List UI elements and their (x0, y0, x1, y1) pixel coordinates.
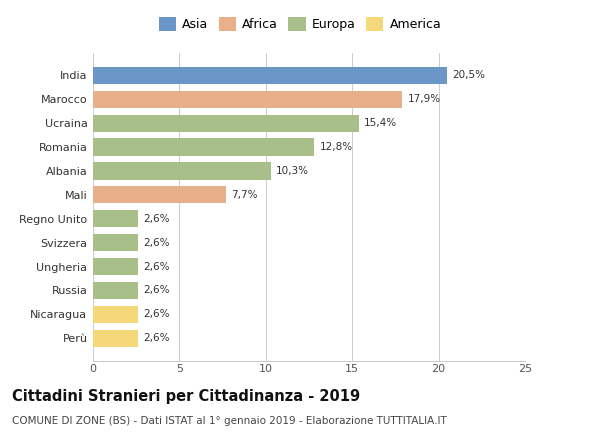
Text: 2,6%: 2,6% (143, 309, 170, 319)
Text: 2,6%: 2,6% (143, 333, 170, 343)
Text: 15,4%: 15,4% (364, 118, 397, 128)
Bar (93, 162, 271, 180)
Bar (93, 234, 138, 251)
Bar (93, 210, 138, 227)
Text: 2,6%: 2,6% (143, 261, 170, 271)
Text: 2,6%: 2,6% (143, 286, 170, 295)
Bar (93, 114, 359, 132)
Text: 12,8%: 12,8% (319, 142, 352, 152)
Legend: Asia, Africa, Europa, America: Asia, Africa, Europa, America (155, 13, 445, 35)
Bar (93, 282, 138, 299)
Bar (93, 186, 226, 203)
Bar (93, 330, 138, 347)
Text: 2,6%: 2,6% (143, 214, 170, 224)
Bar (93, 139, 314, 156)
Text: 2,6%: 2,6% (143, 238, 170, 248)
Text: 10,3%: 10,3% (276, 166, 309, 176)
Bar (93, 67, 447, 84)
Bar (93, 258, 138, 275)
Text: Cittadini Stranieri per Cittadinanza - 2019: Cittadini Stranieri per Cittadinanza - 2… (12, 389, 360, 404)
Text: 7,7%: 7,7% (231, 190, 258, 200)
Text: 20,5%: 20,5% (452, 70, 485, 81)
Bar (93, 306, 138, 323)
Text: 17,9%: 17,9% (407, 94, 440, 104)
Text: COMUNE DI ZONE (BS) - Dati ISTAT al 1° gennaio 2019 - Elaborazione TUTTITALIA.IT: COMUNE DI ZONE (BS) - Dati ISTAT al 1° g… (12, 416, 447, 426)
Bar (93, 91, 403, 108)
